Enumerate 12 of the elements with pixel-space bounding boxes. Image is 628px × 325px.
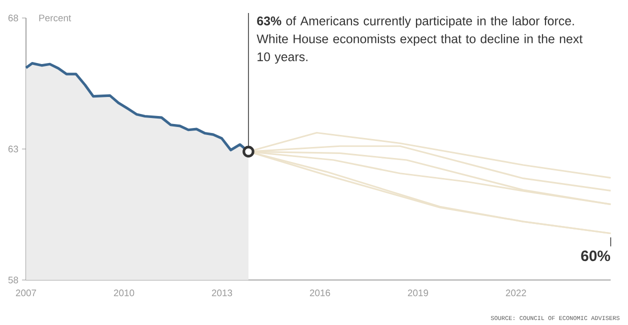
annotation: 63% of Americans currently participate in the labor force. White House economists expect that to decline in the next 10 years. [256,16,583,64]
x-tick-label: 2013 [212,290,232,296]
y-tick-label: 58 [8,276,18,284]
x-tick-label: 2022 [506,290,526,296]
x-tick-label: 2010 [114,290,134,296]
y-tick-label: 63 [8,146,18,152]
x-tick-label: 2019 [408,290,428,296]
y-axis-title: Percent [39,14,72,22]
x-tick-label: 2007 [16,290,36,296]
annotation: 60% [581,250,610,262]
y-tick-label: 68 [8,14,18,22]
x-tick-label: 2016 [310,290,330,296]
